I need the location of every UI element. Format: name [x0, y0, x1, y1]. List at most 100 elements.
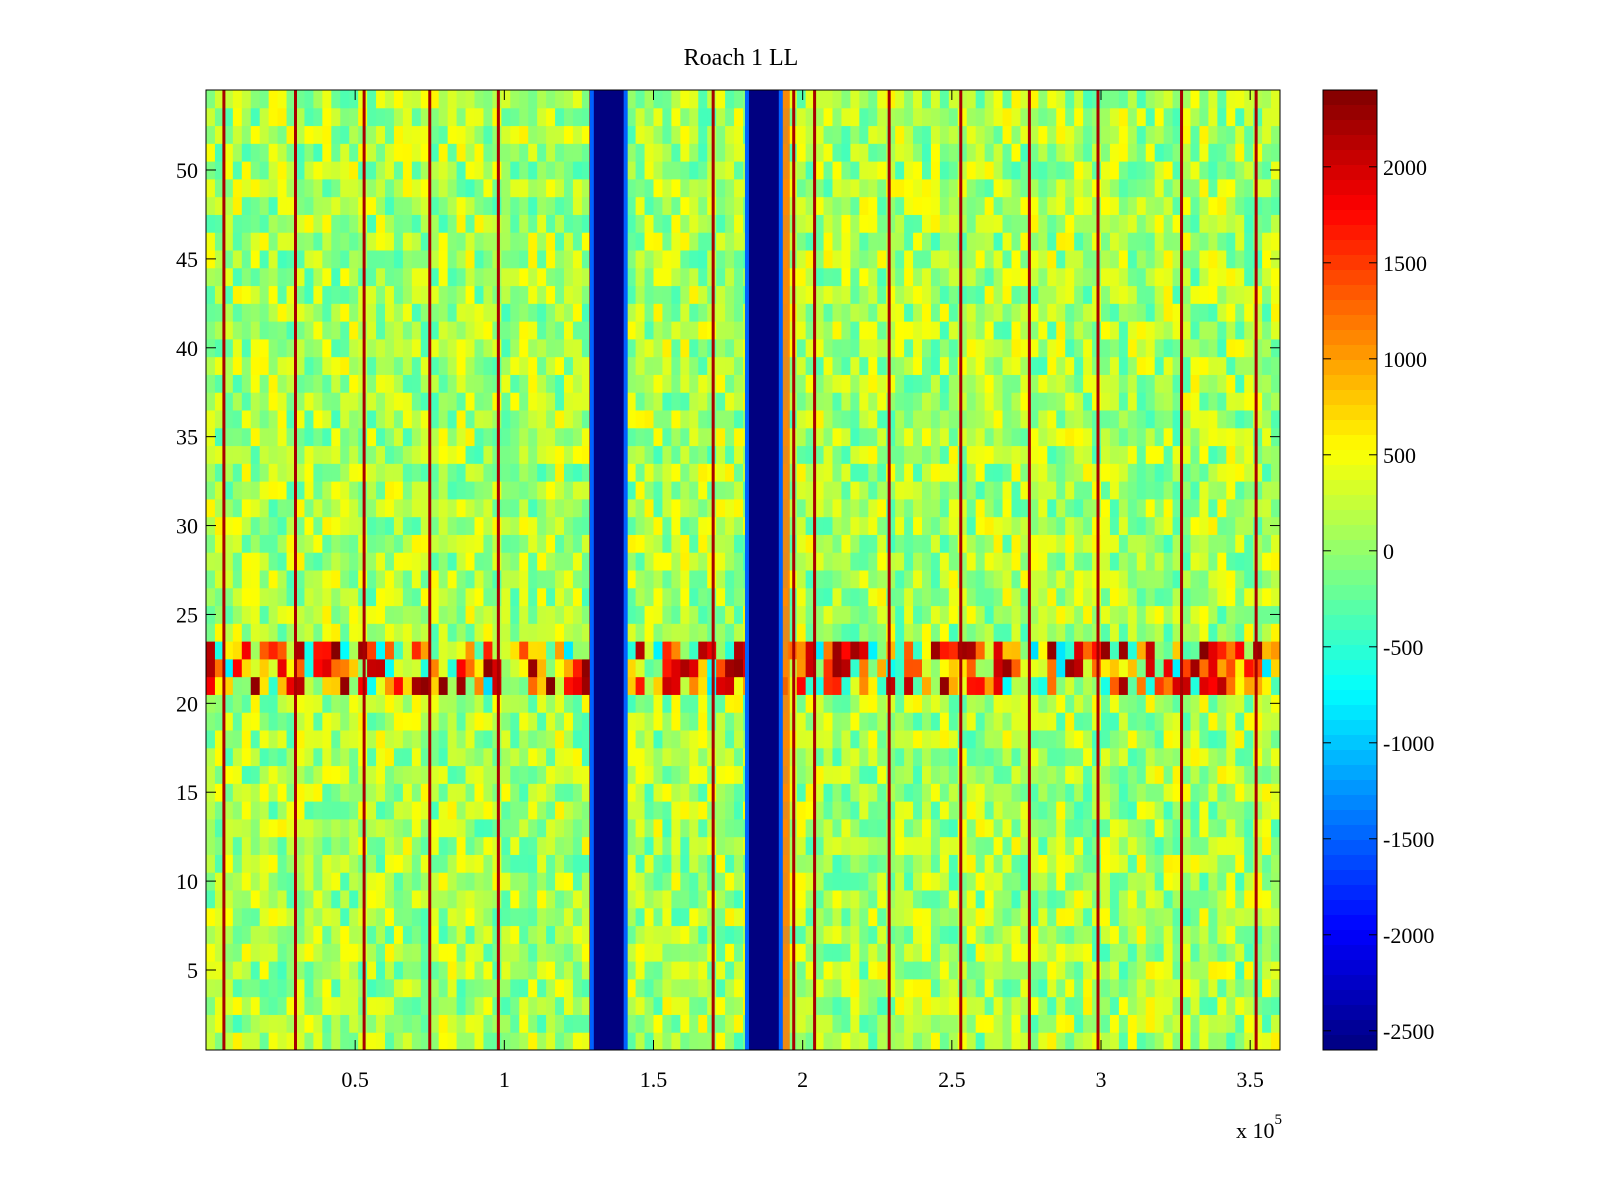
heatmap-cell	[886, 783, 896, 802]
heatmap-cell	[1244, 338, 1254, 358]
heatmap-cell	[295, 552, 305, 571]
heatmap-cell	[1235, 516, 1245, 535]
heatmap-cell	[1181, 996, 1191, 1015]
heatmap-cell	[1136, 374, 1147, 393]
heatmap-cell	[1226, 676, 1236, 695]
heatmap-cell	[689, 641, 699, 660]
heatmap-cell	[206, 623, 216, 642]
heatmap-cell	[519, 605, 529, 624]
heatmap-cell	[984, 374, 995, 393]
heatmap-cell	[850, 712, 860, 731]
heatmap-cell	[1127, 1032, 1138, 1051]
heatmap-cell	[519, 712, 529, 731]
heatmap-cell	[859, 712, 869, 731]
heatmap-cell	[644, 854, 654, 873]
heatmap-cell	[1271, 552, 1281, 571]
heatmap-cell	[922, 961, 932, 980]
heatmap-cell	[1047, 996, 1057, 1015]
heatmap-cell	[1226, 374, 1236, 393]
heatmap-cell	[796, 1032, 807, 1051]
heatmap-cell	[1029, 765, 1039, 784]
heatmap-cell	[734, 605, 744, 624]
heatmap-cell	[1163, 356, 1174, 375]
heatmap-cell	[259, 907, 270, 927]
heatmap-cell	[214, 552, 225, 571]
heatmap-cell	[635, 907, 646, 927]
heatmap-cell	[313, 445, 323, 464]
heatmap-cell	[1127, 587, 1138, 607]
heatmap-cell	[1172, 498, 1183, 518]
heatmap-cell	[725, 427, 735, 447]
heatmap-cell	[1002, 872, 1012, 891]
heatmap-cell	[304, 890, 314, 909]
heatmap-cell	[734, 1014, 744, 1033]
heatmap-cell	[832, 338, 842, 358]
heatmap-cell	[322, 481, 332, 500]
heatmap-cell	[948, 534, 959, 553]
heatmap-cell	[1253, 890, 1263, 909]
heatmap-cell	[913, 605, 923, 624]
heatmap-cell	[698, 712, 708, 731]
heatmap-cell	[1190, 481, 1200, 500]
heatmap-cell	[367, 445, 377, 464]
heatmap-cell	[1029, 321, 1039, 340]
heatmap-cell	[1271, 481, 1281, 500]
heatmap-cell	[859, 818, 869, 838]
heatmap-cell	[420, 676, 431, 695]
heatmap-cell	[680, 712, 690, 731]
heatmap-cell	[277, 801, 288, 820]
heatmap-cell	[322, 943, 332, 962]
heatmap-cell	[1029, 943, 1039, 962]
heatmap-cell	[429, 818, 440, 838]
heatmap-cell	[1065, 996, 1075, 1015]
heatmap-cell	[286, 1032, 296, 1051]
heatmap-cell	[259, 783, 270, 802]
heatmap-cell	[1136, 694, 1147, 713]
heatmap-cell	[214, 481, 225, 500]
heatmap-cell	[250, 552, 261, 571]
heatmap-cell	[393, 907, 404, 927]
heatmap-cell	[716, 694, 726, 713]
heatmap-cell	[420, 907, 431, 927]
heatmap-cell	[966, 410, 977, 429]
heatmap-cell	[1002, 730, 1012, 749]
heatmap-cell	[1065, 890, 1075, 909]
heatmap-cell	[644, 605, 654, 624]
heatmap-cell	[376, 605, 386, 624]
heatmap-cell	[957, 747, 968, 767]
heatmap-cell	[895, 427, 905, 447]
heatmap-row	[206, 747, 1281, 767]
heatmap-cell	[1271, 836, 1281, 855]
heatmap-cell	[268, 303, 279, 322]
heatmap-cell	[1154, 765, 1165, 784]
heatmap-cell	[519, 392, 529, 411]
heatmap-cell	[886, 818, 896, 838]
heatmap-cell	[662, 570, 672, 589]
heatmap-cell	[1172, 907, 1183, 927]
heatmap-cell	[241, 872, 252, 891]
heatmap-cell	[268, 676, 279, 695]
heatmap-cell	[322, 1032, 332, 1051]
heatmap-cell	[420, 836, 431, 855]
heatmap-cell	[1271, 658, 1281, 678]
heatmap-cell	[411, 836, 422, 855]
heatmap-cell	[823, 516, 833, 535]
heatmap-cell	[385, 747, 395, 767]
heatmap-cell	[1002, 978, 1012, 998]
heatmap-cell	[519, 445, 529, 464]
heatmap-cell	[313, 338, 323, 358]
heatmap-cell	[966, 338, 977, 358]
heatmap-cell	[698, 463, 708, 482]
heatmap-cell	[1127, 427, 1138, 447]
heatmap-cell	[716, 978, 726, 998]
heatmap-row	[206, 356, 1281, 375]
heatmap-cell	[331, 872, 341, 891]
heatmap-cell	[501, 534, 511, 553]
heatmap-cell	[1101, 747, 1111, 767]
heatmap-cell	[814, 996, 825, 1015]
heatmap-cell	[465, 374, 475, 393]
heatmap-cell	[528, 321, 538, 340]
heatmap-cell	[626, 978, 637, 998]
heatmap-cell	[1002, 818, 1012, 838]
heatmap-cell	[653, 623, 663, 642]
